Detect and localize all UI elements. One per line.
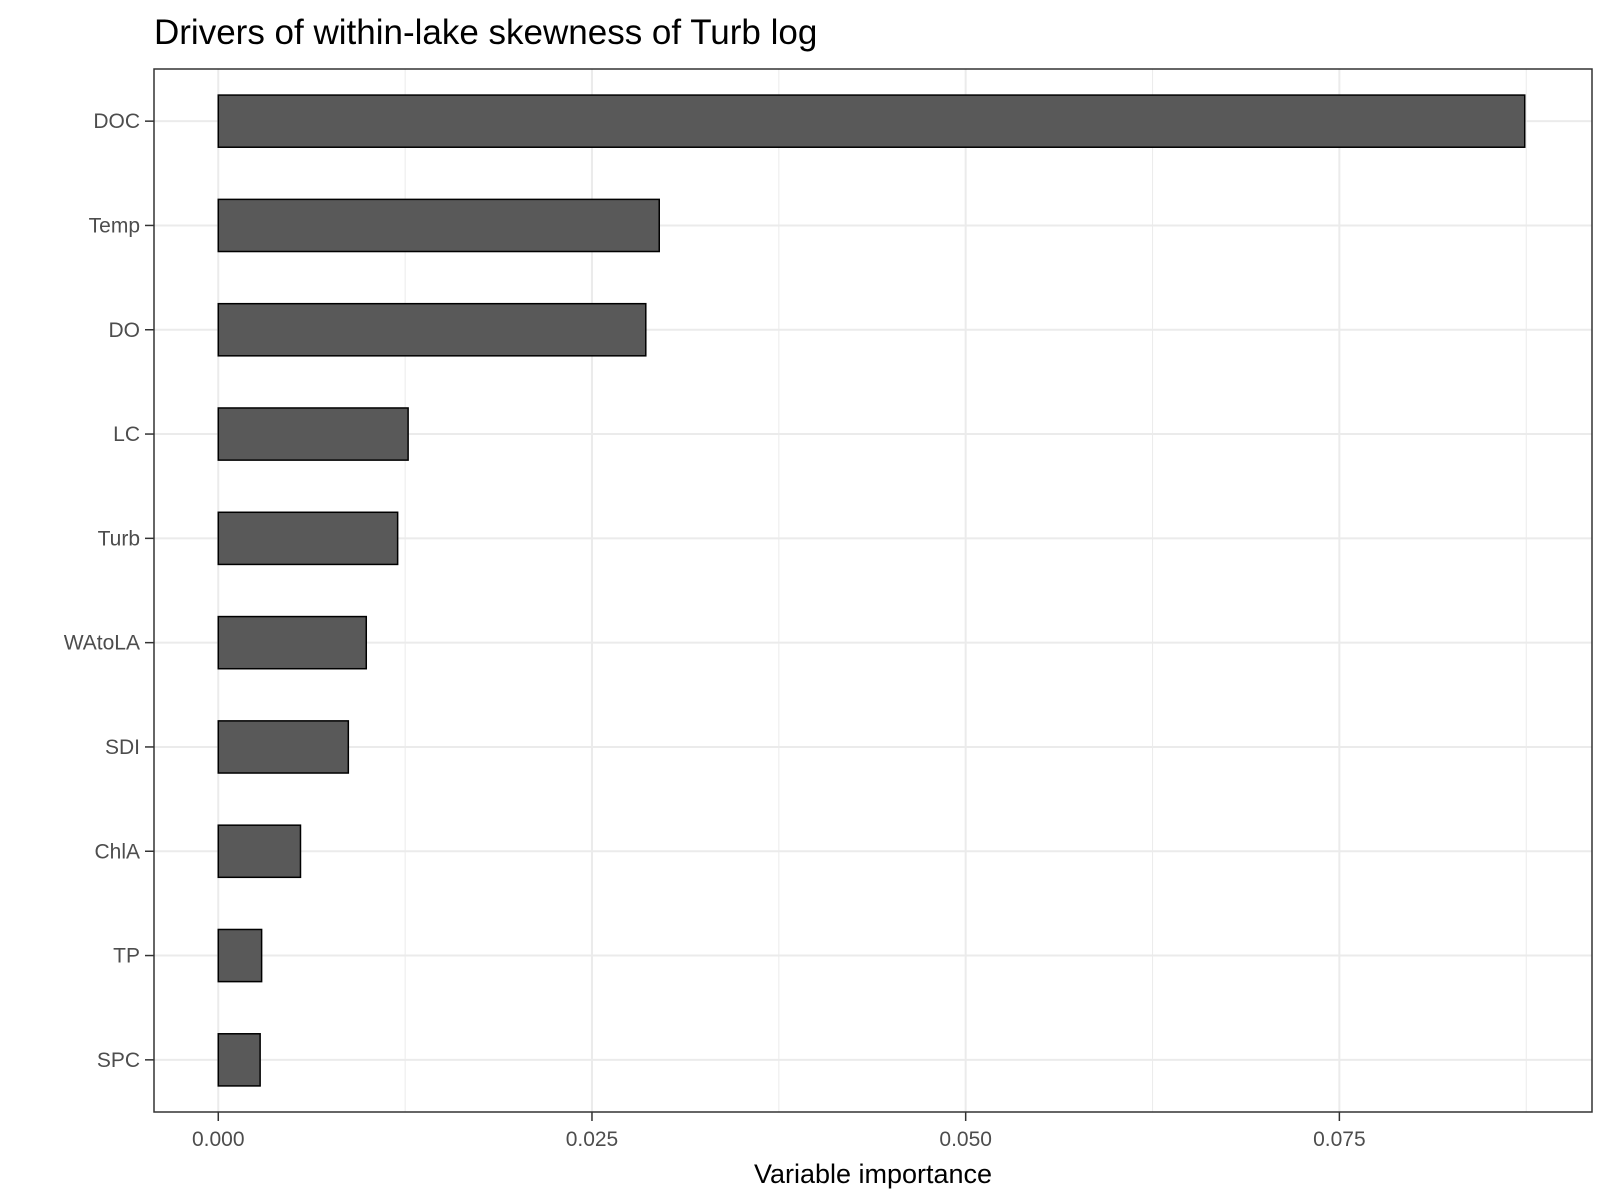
x-tick-label: 0.000 [192, 1128, 245, 1151]
bar-lc [217, 407, 409, 461]
bar-turb [217, 511, 399, 566]
x-tick-label: 0.050 [939, 1128, 992, 1151]
y-tick-label: Temp [89, 214, 140, 237]
bar-temp [217, 198, 660, 253]
x-tick-label: 0.075 [1313, 1128, 1366, 1151]
y-axis: DOC Temp DO LC Turb WAtoLA SDI ChlA TP SPC [64, 110, 154, 1072]
bar-tp [217, 928, 263, 983]
y-tick-label: WAtoLA [64, 632, 140, 655]
bar-spc [217, 1033, 261, 1087]
bar-sdi [217, 720, 350, 774]
chart-title: Drivers of within-lake skewness of Turb … [154, 13, 817, 52]
bar-doc [217, 94, 1526, 148]
x-axis: 0.000 0.025 0.050 0.075 [192, 1112, 1366, 1151]
y-tick-label: DO [109, 319, 141, 342]
y-tick-label: TP [113, 945, 140, 968]
bar-watola [217, 615, 368, 670]
x-axis-title: Variable importance [754, 1159, 992, 1189]
y-tick-label: LC [113, 423, 140, 446]
panel-border [153, 68, 1593, 1113]
y-tick-label: SPC [97, 1049, 140, 1072]
bars [217, 94, 1526, 1087]
bar-chla [217, 824, 302, 879]
y-tick-label: SDI [105, 736, 140, 759]
y-tick-label: DOC [93, 110, 140, 133]
y-tick-label: ChlA [94, 840, 140, 863]
bar-do [217, 302, 647, 357]
x-tick-label: 0.025 [566, 1128, 619, 1151]
y-tick-label: Turb [98, 527, 140, 550]
